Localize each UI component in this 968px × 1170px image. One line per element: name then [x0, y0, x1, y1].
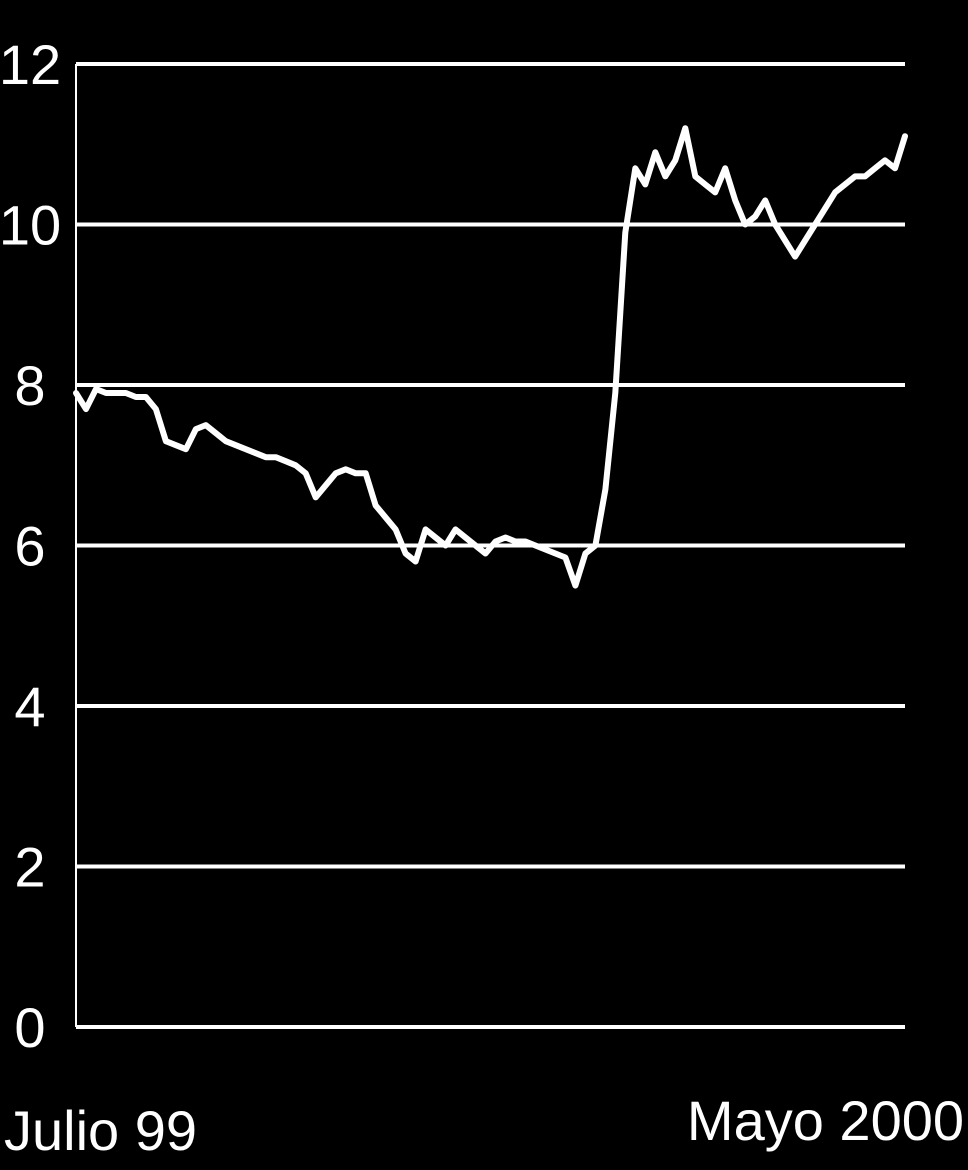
x-start-label: Julio 99 [4, 1099, 197, 1162]
y-tick-labels: 0 2 4 6 8 10 12 [0, 33, 61, 1059]
x-end-label: Mayo 2000 [687, 1089, 964, 1152]
y-tick-label: 4 [14, 675, 45, 738]
y-tick-label: 8 [14, 354, 45, 417]
y-tick-label: 10 [0, 194, 61, 257]
gridlines [76, 62, 905, 1029]
series-line [73, 125, 908, 589]
y-tick-label: 0 [14, 996, 45, 1059]
y-tick-label: 2 [14, 836, 45, 899]
series-lines [73, 125, 908, 589]
y-tick-label: 6 [14, 515, 45, 578]
x-axis-labels: Julio 99 Mayo 2000 [4, 1089, 964, 1162]
y-tick-label: 12 [0, 33, 61, 96]
